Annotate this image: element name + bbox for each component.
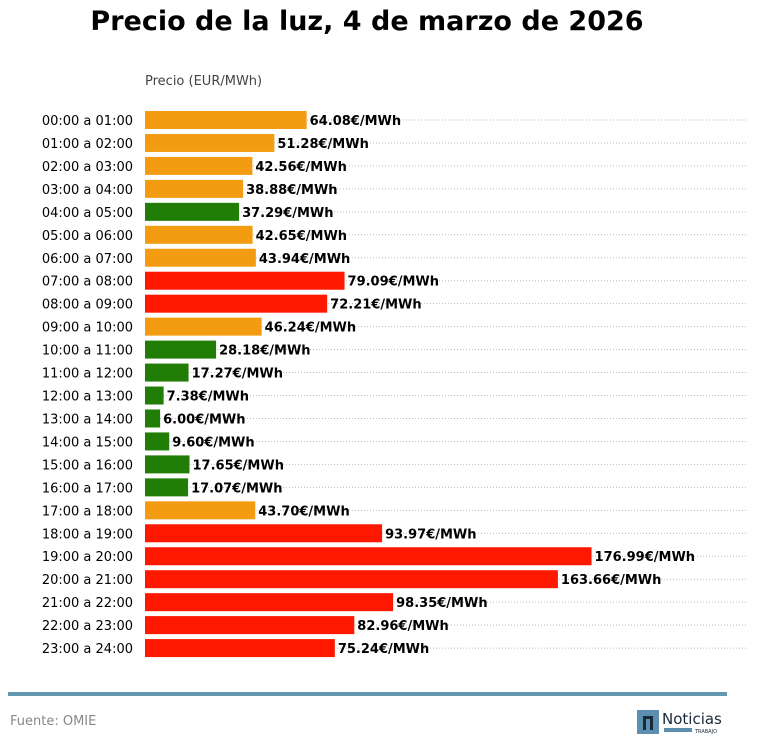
category-label: 10:00 a 11:00	[42, 344, 133, 359]
category-label: 15:00 a 16:00	[42, 458, 133, 473]
category-label: 00:00 a 01:00	[42, 114, 133, 129]
svg-text:TRABAJO: TRABAJO	[694, 729, 717, 735]
category-label: 12:00 a 13:00	[42, 390, 133, 405]
data-label: 28.18€/MWh	[219, 344, 310, 359]
bar	[145, 248, 256, 267]
bar-chart: 00:00 a 01:00 64.08€/MWh 01:00 a 02:00 51.2…	[42, 111, 748, 658]
bar	[145, 202, 240, 221]
data-label: 17.27€/MWh	[192, 367, 283, 382]
category-label: 09:00 a 10:00	[42, 321, 133, 336]
source-text: Fuente: OMIE	[10, 714, 97, 729]
category-label: 03:00 a 04:00	[42, 183, 133, 198]
svg-text:Noticias: Noticias	[662, 710, 722, 728]
bar	[145, 386, 164, 405]
bar	[145, 294, 328, 313]
category-label: 17:00 a 18:00	[42, 504, 133, 519]
category-label: 08:00 a 09:00	[42, 298, 133, 313]
bar	[145, 570, 558, 589]
data-label: 51.28€/MWh	[277, 137, 368, 152]
noticias-trabajo-logo: Noticias TRABAJO	[637, 710, 722, 735]
data-label: 82.96€/MWh	[357, 619, 448, 634]
bar	[145, 340, 217, 359]
bar	[145, 317, 262, 336]
bar	[145, 593, 394, 612]
data-label: 163.66€/MWh	[561, 573, 662, 588]
bar	[145, 179, 244, 198]
category-label: 14:00 a 15:00	[42, 435, 133, 450]
category-label: 05:00 a 06:00	[42, 229, 133, 244]
category-label: 04:00 a 05:00	[42, 206, 133, 221]
x-axis-label: Precio (EUR/MWh)	[145, 74, 263, 89]
data-label: 75.24€/MWh	[338, 642, 429, 657]
data-label: 17.07€/MWh	[191, 481, 282, 496]
chart-title: Precio de la luz, 4 de marzo de 2026	[90, 6, 644, 37]
category-label: 22:00 a 23:00	[42, 619, 133, 634]
data-label: 42.65€/MWh	[256, 229, 347, 244]
data-label: 64.08€/MWh	[310, 114, 401, 129]
bar	[145, 478, 189, 497]
category-label: 18:00 a 19:00	[42, 527, 133, 542]
category-label: 20:00 a 21:00	[42, 573, 133, 588]
data-label: 6.00€/MWh	[163, 412, 245, 427]
data-label: 43.94€/MWh	[259, 252, 350, 267]
bar	[145, 524, 383, 543]
data-label: 17.65€/MWh	[193, 458, 284, 473]
data-label: 176.99€/MWh	[595, 550, 696, 565]
data-label: 42.56€/MWh	[255, 160, 346, 175]
category-label: 21:00 a 22:00	[42, 596, 133, 611]
category-label: 13:00 a 14:00	[42, 412, 133, 427]
category-label: 02:00 a 03:00	[42, 160, 133, 175]
bar	[145, 639, 335, 658]
data-label: 37.29€/MWh	[242, 206, 333, 221]
bar	[145, 225, 253, 244]
bar	[145, 432, 170, 451]
data-label: 43.70€/MWh	[258, 504, 349, 519]
bar	[145, 455, 190, 474]
category-label: 06:00 a 07:00	[42, 252, 133, 267]
bar	[145, 501, 256, 520]
data-label: 9.60€/MWh	[172, 435, 254, 450]
bar	[145, 271, 345, 290]
bar	[145, 616, 355, 635]
data-label: 98.35€/MWh	[396, 596, 487, 611]
bar	[145, 111, 307, 129]
category-label: 11:00 a 12:00	[42, 367, 133, 382]
footer-divider	[8, 692, 727, 696]
bar	[145, 133, 275, 152]
data-label: 93.97€/MWh	[385, 527, 476, 542]
category-label: 01:00 a 02:00	[42, 137, 133, 152]
category-label: 19:00 a 20:00	[42, 550, 133, 565]
data-label: 72.21€/MWh	[330, 298, 421, 313]
bar	[145, 409, 161, 428]
data-label: 38.88€/MWh	[246, 183, 337, 198]
bar	[145, 156, 253, 175]
category-label: 07:00 a 08:00	[42, 275, 133, 290]
bar	[145, 547, 592, 566]
bar	[145, 363, 189, 382]
data-label: 79.09€/MWh	[348, 275, 439, 290]
data-label: 46.24€/MWh	[265, 321, 356, 336]
category-label: 23:00 a 24:00	[42, 642, 133, 657]
data-label: 7.38€/MWh	[167, 390, 249, 405]
category-label: 16:00 a 17:00	[42, 481, 133, 496]
